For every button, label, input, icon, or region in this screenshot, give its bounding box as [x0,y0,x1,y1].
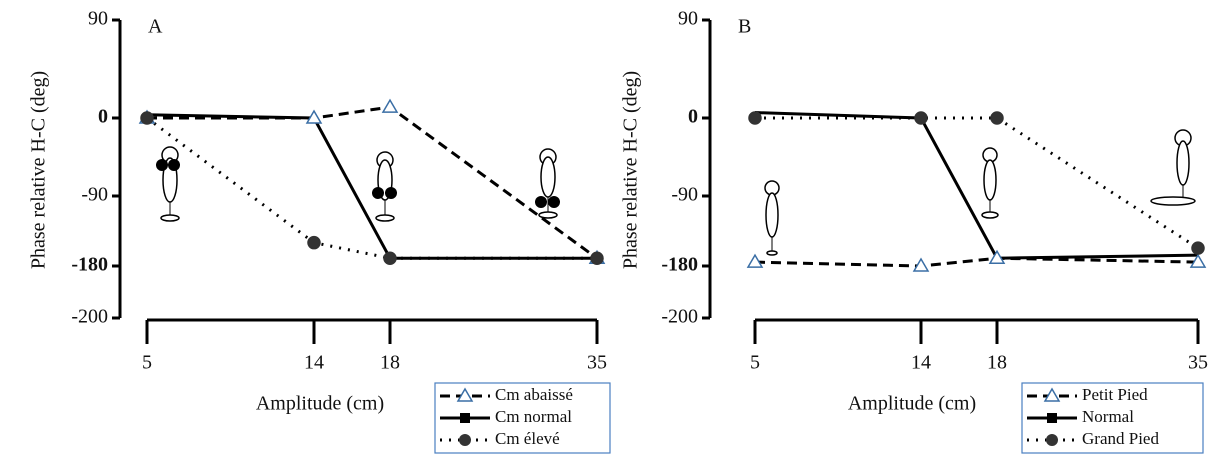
panel: A Phase relative H-C (deg) Amplitude (cm) 9… [28,8,611,454]
y-axis-label: Phase relative H-C (deg) [28,71,50,269]
x-tick-label: 18 [987,352,1007,374]
panel: B Phase relative H-C (deg) Amplitude (cm) 9… [620,8,1208,454]
y-tick-label: 0 [688,106,698,128]
x-axis-label: Amplitude (cm) [256,393,384,415]
x-tick-label: 14 [304,352,324,374]
y-tick-label: 90 [88,8,108,30]
y-tick-label: -180 [71,254,108,276]
legend-marker [1046,434,1058,446]
legend-label: Cm abaissé [495,385,573,404]
marker [912,257,930,272]
x-tick-label: 5 [750,352,760,374]
legend-marker [1047,413,1057,423]
legend-marker [459,434,471,446]
y-tick-label: 0 [98,106,108,128]
marker [383,251,397,265]
series-line [754,111,1199,260]
y-tick-label: -90 [671,184,698,206]
marker [305,109,323,124]
marker [140,111,154,125]
marker [746,253,764,268]
marker [914,111,928,125]
series-line [146,116,597,260]
legend-label: Normal [1082,407,1134,426]
y-tick-label: -90 [81,184,108,206]
x-tick-label: 5 [142,352,152,374]
marker [590,251,604,265]
y-tick-label: 90 [678,8,698,30]
marker [988,249,1006,264]
series-line [146,113,597,260]
legend-marker [1043,387,1061,402]
legend-marker [456,387,474,402]
y-tick-label: -200 [71,306,108,328]
series-line [755,116,1199,250]
x-tick-label: 14 [911,352,931,374]
panel-label: A [148,16,163,38]
marker [990,111,1004,125]
x-tick-label: 35 [587,352,607,374]
y-axis-label: Phase relative H-C (deg) [620,71,642,269]
marker [1189,253,1207,268]
marker [1191,241,1205,255]
series-line [754,256,1199,268]
x-tick-label: 18 [380,352,400,374]
illustration [156,129,1196,256]
legend-label: Cm normal [495,407,572,426]
x-tick-label: 35 [1188,352,1208,374]
series-line [147,105,598,260]
legend-label: Cm élevé [495,429,560,448]
y-tick-label: -180 [661,254,698,276]
marker [381,98,399,113]
legend-marker [460,413,470,423]
marker [748,111,762,125]
y-tick-label: -200 [661,306,698,328]
x-axis-label: Amplitude (cm) [848,393,976,415]
legend-label: Grand Pied [1082,429,1159,448]
panel-label: B [738,16,751,38]
marker [307,235,321,250]
legend-label: Petit Pied [1082,385,1148,404]
